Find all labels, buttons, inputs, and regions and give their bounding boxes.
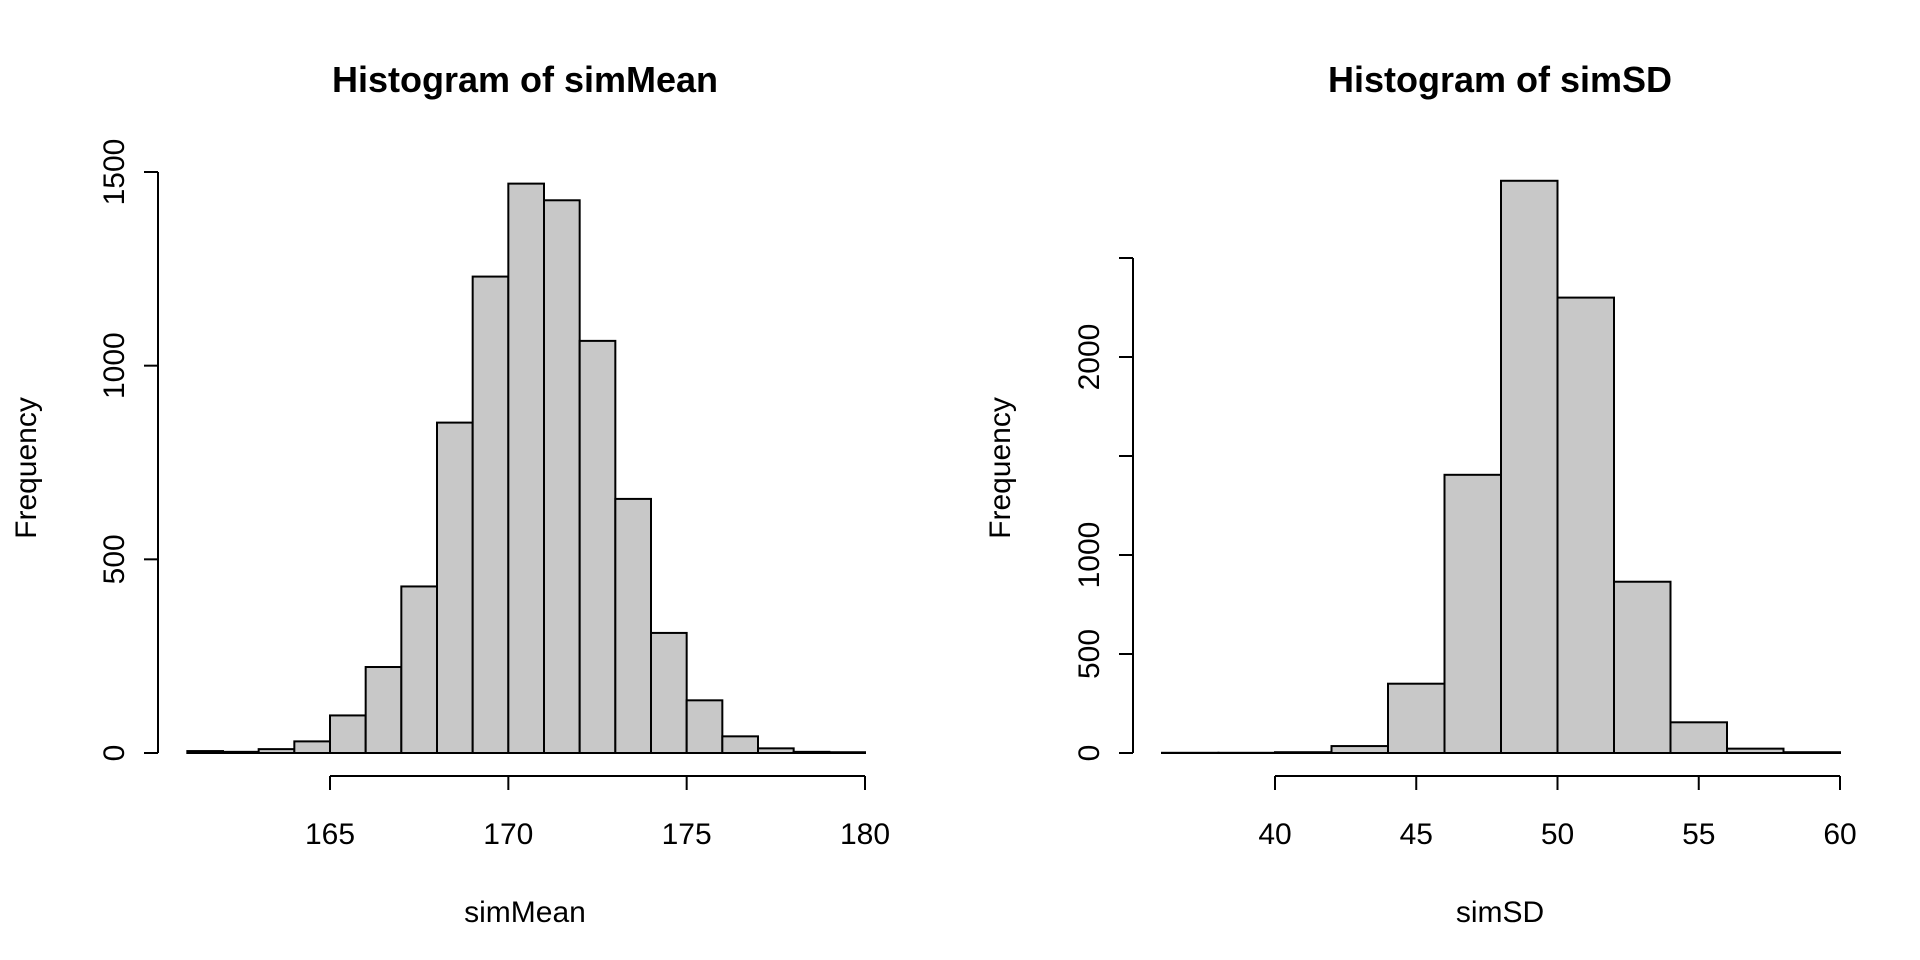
histogram-bar [507, 182, 546, 754]
y-axis-label-simmean: Frequency [10, 397, 43, 539]
histogram-bar [400, 585, 439, 754]
histogram-bar [757, 747, 795, 754]
x-tick-label: 50 [1541, 818, 1574, 851]
x-tick-label: 40 [1258, 818, 1291, 851]
y-axis-simsd: 0 500 1000 2000 [1073, 257, 1134, 762]
y-axis-label-simsd: Frequency [984, 397, 1017, 539]
y-tick-label: 0 [98, 745, 131, 762]
x-axis-simsd: 40 45 50 55 60 [1258, 775, 1857, 851]
y-tick-label: 500 [1073, 629, 1106, 679]
y-tick-label: 1500 [98, 139, 131, 206]
histogram-bar [329, 714, 367, 754]
y-tick-label: 1000 [1073, 522, 1106, 589]
histogram-bar [1726, 747, 1785, 754]
histogram-bar [685, 699, 724, 755]
x-tick-label: 175 [662, 818, 712, 851]
x-tick-label: 60 [1823, 818, 1856, 851]
histogram-bar [1274, 751, 1333, 755]
x-tick-label: 45 [1400, 818, 1433, 851]
histogram-bar [1669, 721, 1728, 754]
x-tick-label: 170 [483, 818, 533, 851]
histogram-bars-simmean [186, 182, 866, 755]
histogram-simsd-panel: Histogram of simSD simSD Frequency 40 45 5… [984, 59, 1857, 929]
histogram-bar [293, 740, 332, 755]
x-tick-label: 55 [1682, 818, 1715, 851]
histogram-bars-simsd [1161, 179, 1841, 755]
histogram-bar [1782, 751, 1841, 755]
histogram-bar [1443, 473, 1502, 754]
y-tick-label: 0 [1073, 745, 1106, 762]
histogram-bar [222, 750, 260, 755]
histogram-bar [436, 421, 474, 754]
y-axis-simmean: 0 500 1000 1500 [98, 139, 159, 762]
histogram-bar [186, 750, 224, 755]
histogram-bar [257, 748, 296, 754]
y-tick-label: 2000 [1073, 324, 1106, 391]
x-tick-label: 180 [840, 818, 890, 851]
histogram-bar [543, 199, 581, 754]
histogram-bar [792, 750, 831, 755]
histogram-bar [1330, 745, 1389, 755]
histogram-bar [828, 751, 866, 755]
histogram-bar [471, 275, 510, 754]
x-tick-label: 165 [305, 818, 355, 851]
histogram-bar [650, 631, 688, 755]
histogram-bar [578, 339, 617, 754]
histogram-bar [1387, 682, 1446, 755]
y-tick-label: 500 [98, 534, 131, 584]
x-axis-label-simmean: simMean [464, 896, 586, 929]
y-tick-label: 1000 [98, 332, 131, 399]
histogram-bar [721, 735, 759, 754]
histogram-bar [1613, 580, 1672, 754]
chart-title-simmean: Histogram of simMean [332, 59, 718, 100]
chart-title-simsd: Histogram of simSD [1328, 59, 1672, 100]
histogram-bar [1556, 296, 1615, 754]
histogram-bar [614, 497, 652, 754]
x-axis-simmean: 165 170 175 180 [305, 775, 890, 851]
x-axis-label-simsd: simSD [1456, 896, 1544, 929]
histogram-bar [1500, 179, 1559, 754]
histogram-bar [364, 666, 403, 755]
histogram-simmean-panel: Histogram of simMean simMean Frequency 1… [10, 59, 890, 929]
